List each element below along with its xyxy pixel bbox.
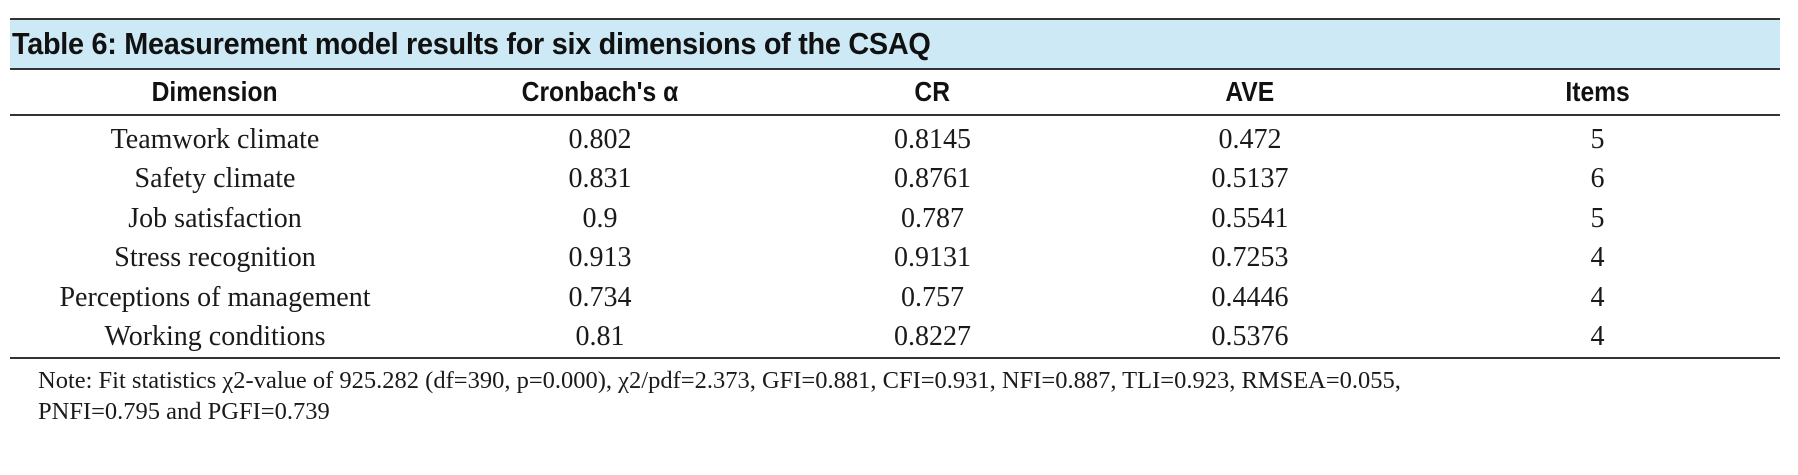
cell-dimension: Safety climate bbox=[134, 163, 296, 195]
cell-ave: 0.5376 bbox=[1211, 321, 1289, 353]
cell-dimension: Working conditions bbox=[104, 321, 326, 353]
table-note: Note: Fit statistics χ2-value of 925.282… bbox=[38, 367, 1401, 425]
table-row: Perceptions of management 0.734 0.757 0.… bbox=[10, 278, 1780, 318]
cell-items: 4 bbox=[1590, 321, 1605, 353]
cell-ave: 0.5541 bbox=[1211, 202, 1289, 234]
cell-items: 5 bbox=[1590, 202, 1605, 234]
cell-ave: 0.7253 bbox=[1211, 242, 1289, 274]
cell-dimension: Perceptions of management bbox=[59, 281, 371, 313]
cell-items: 5 bbox=[1590, 123, 1605, 155]
cell-dimension: Job satisfaction bbox=[128, 202, 302, 234]
measurement-table: Table 6: Measurement model results for s… bbox=[10, 18, 1780, 427]
table-title: Table 6: Measurement model results for s… bbox=[12, 26, 931, 61]
table-row: Job satisfaction 0.9 0.787 0.5541 5 bbox=[10, 199, 1780, 239]
cell-items: 4 bbox=[1590, 242, 1605, 274]
table-row: Working conditions 0.81 0.8227 0.5376 4 bbox=[10, 318, 1780, 358]
header-cr: CR bbox=[914, 76, 951, 107]
cell-cr: 0.9131 bbox=[894, 242, 971, 274]
cell-cr: 0.8761 bbox=[894, 163, 971, 195]
cell-ave: 0.4446 bbox=[1211, 281, 1289, 313]
cell-ave: 0.472 bbox=[1218, 123, 1282, 155]
cell-cr: 0.757 bbox=[901, 281, 964, 313]
cell-cr: 0.8145 bbox=[894, 123, 971, 155]
cell-alpha: 0.831 bbox=[568, 163, 632, 195]
header-row: Dimension Cronbach's α CR AVE Items bbox=[10, 69, 1780, 115]
cell-alpha: 0.9 bbox=[582, 202, 618, 234]
table-row: Stress recognition 0.913 0.9131 0.7253 4 bbox=[10, 239, 1780, 279]
header-cronbach-alpha: Cronbach's α bbox=[521, 76, 679, 107]
cell-items: 4 bbox=[1590, 281, 1605, 313]
cell-ave: 0.5137 bbox=[1211, 163, 1289, 195]
table-row: Safety climate 0.831 0.8761 0.5137 6 bbox=[10, 160, 1780, 200]
cell-dimension: Teamwork climate bbox=[110, 123, 320, 155]
cell-alpha: 0.81 bbox=[575, 321, 625, 353]
header-dimension: Dimension bbox=[152, 76, 278, 107]
cell-cr: 0.787 bbox=[901, 202, 964, 234]
cell-alpha: 0.734 bbox=[568, 281, 632, 313]
cell-alpha: 0.913 bbox=[568, 242, 632, 274]
cell-items: 6 bbox=[1590, 163, 1605, 195]
header-ave: AVE bbox=[1225, 76, 1275, 107]
table-title-bar: Table 6: Measurement model results for s… bbox=[10, 18, 1780, 68]
cell-alpha: 0.802 bbox=[568, 123, 632, 155]
results-table: Dimension Cronbach's α CR AVE Items Team… bbox=[10, 68, 1780, 359]
header-items: Items bbox=[1565, 76, 1630, 107]
cell-cr: 0.8227 bbox=[894, 321, 971, 353]
cell-dimension: Stress recognition bbox=[114, 242, 316, 274]
table-row: Teamwork climate 0.802 0.8145 0.472 5 bbox=[10, 115, 1780, 160]
